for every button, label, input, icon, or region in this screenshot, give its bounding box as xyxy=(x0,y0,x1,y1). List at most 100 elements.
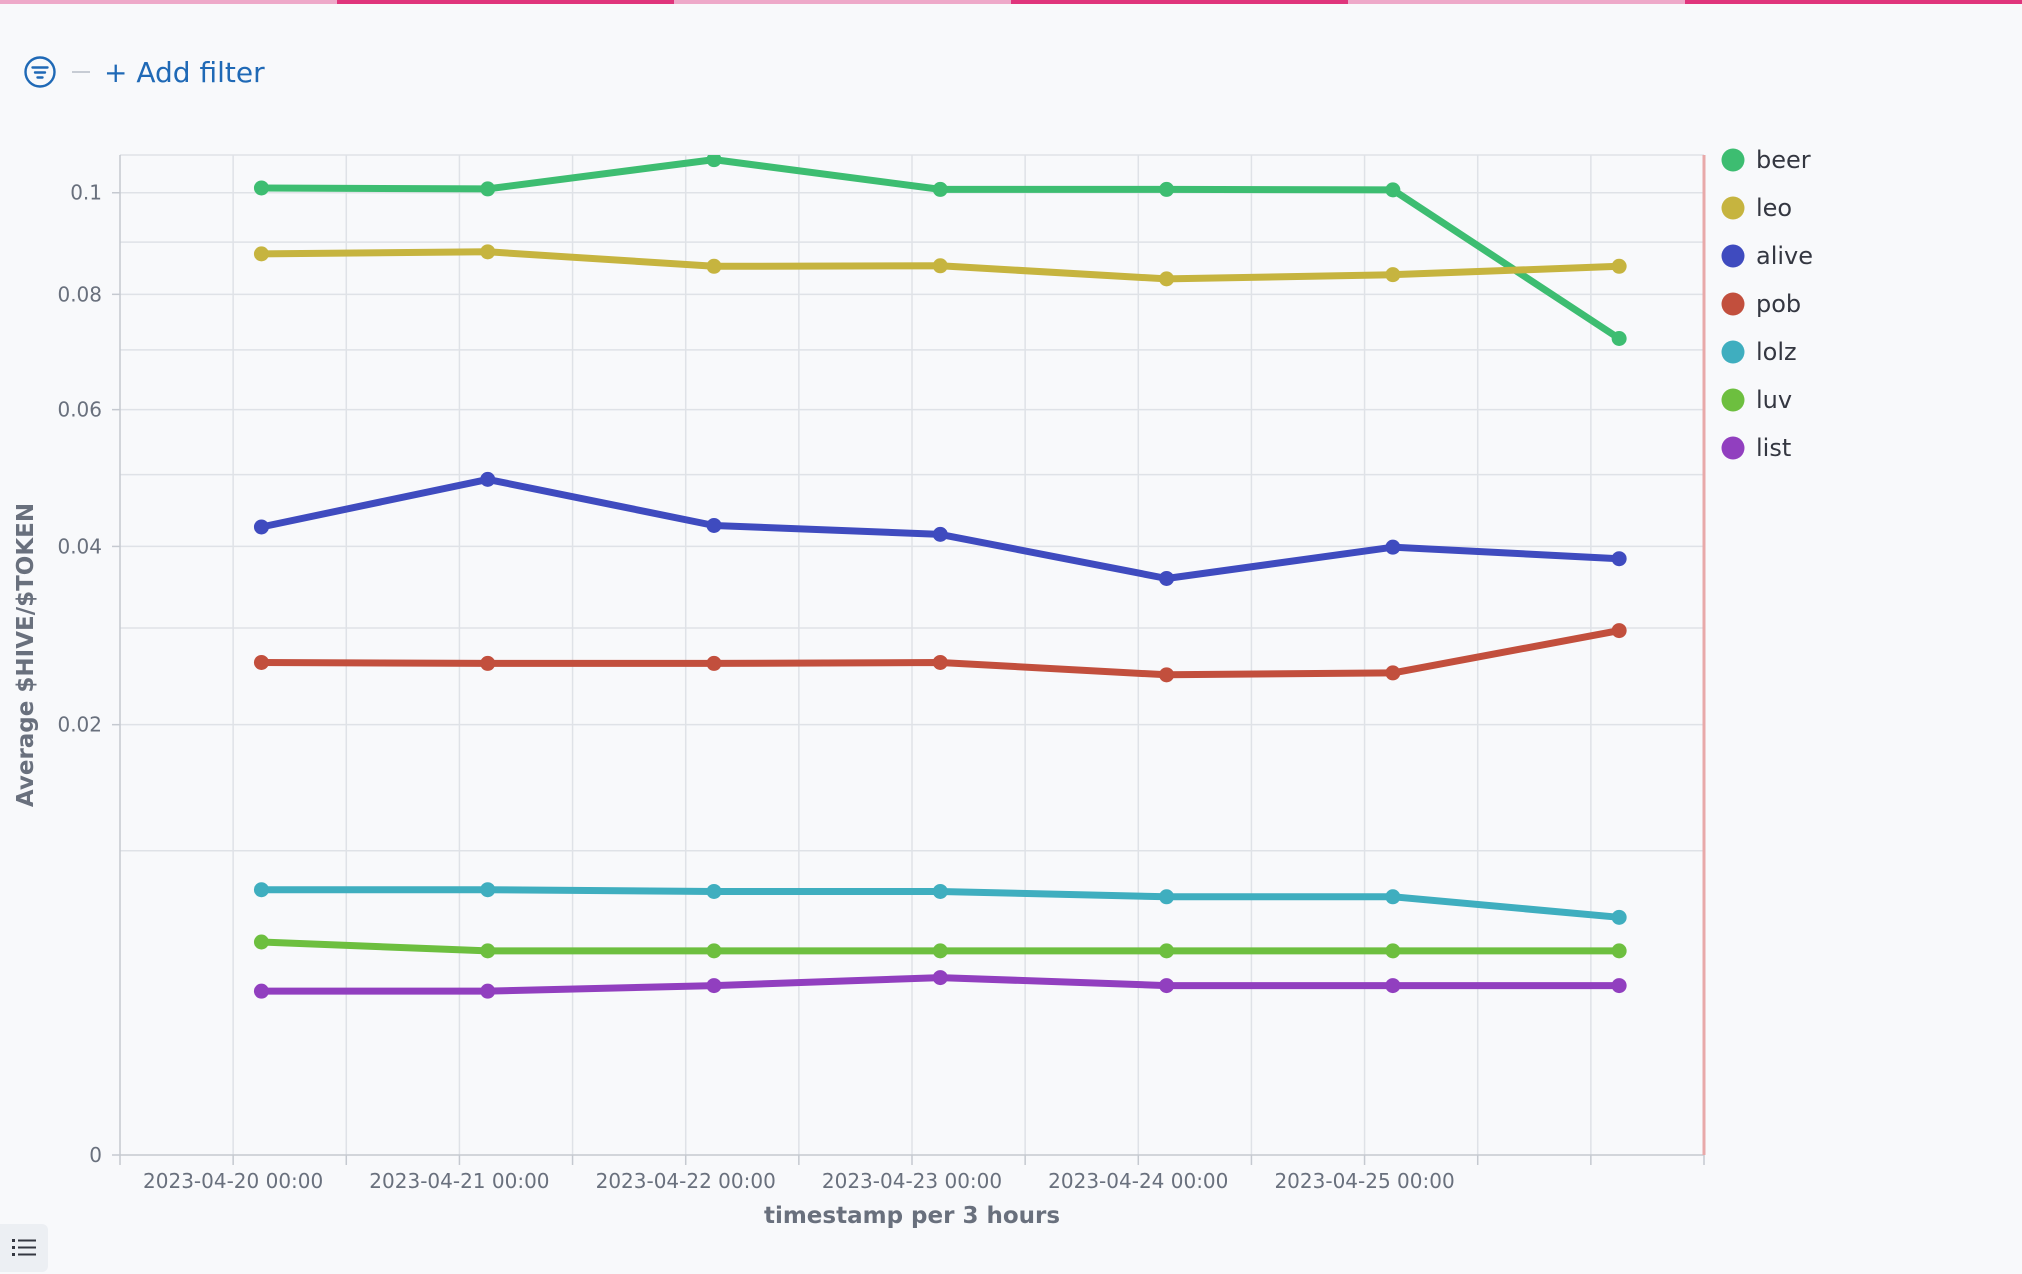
x-axis-title: timestamp per 3 hours xyxy=(764,1203,1060,1229)
y-tick-label: 0.04 xyxy=(57,534,102,558)
x-tick-label: 2023-04-22 00:00 xyxy=(596,1169,776,1193)
filter-bar: + Add filter xyxy=(22,52,265,92)
data-point-luv xyxy=(480,943,496,959)
top-stripe-segment xyxy=(337,0,674,4)
series-lines xyxy=(253,155,1627,999)
legend-label: luv xyxy=(1756,386,1792,414)
data-point-list xyxy=(253,983,269,999)
data-point-lolz xyxy=(253,882,269,898)
y-tick-label: 0 xyxy=(89,1143,102,1167)
data-point-list xyxy=(932,970,948,986)
list-icon[interactable] xyxy=(0,1224,48,1272)
data-point-luv xyxy=(253,934,269,950)
legend-label: leo xyxy=(1756,194,1792,222)
data-point-list xyxy=(1385,978,1401,994)
add-filter-button[interactable]: + Add filter xyxy=(104,55,265,89)
data-point-beer xyxy=(1159,181,1175,197)
legend-label: list xyxy=(1756,434,1791,462)
x-tick-label: 2023-04-23 00:00 xyxy=(822,1169,1002,1193)
legend-item-alive[interactable]: alive xyxy=(1721,242,1814,270)
legend-label: lolz xyxy=(1756,338,1797,366)
legend-item-pob[interactable]: pob xyxy=(1721,290,1802,318)
data-point-pob xyxy=(480,655,496,671)
data-point-beer xyxy=(706,155,722,168)
data-point-leo xyxy=(1385,267,1401,283)
legend: beer leo alive pob lolz luv list xyxy=(1721,146,1814,462)
legend-item-lolz[interactable]: lolz xyxy=(1721,338,1797,366)
legend-item-list[interactable]: list xyxy=(1721,434,1792,462)
top-color-stripe xyxy=(0,0,2022,4)
legend-label: alive xyxy=(1756,242,1813,270)
data-point-lolz xyxy=(1159,889,1175,905)
series-list xyxy=(253,970,1627,999)
data-point-beer xyxy=(480,181,496,197)
data-point-pob xyxy=(1159,667,1175,683)
data-point-beer xyxy=(253,180,269,196)
data-point-beer xyxy=(1385,182,1401,198)
data-point-luv xyxy=(706,943,722,959)
data-point-pob xyxy=(932,654,948,670)
legend-item-beer[interactable]: beer xyxy=(1721,146,1811,174)
x-tick-label: 2023-04-25 00:00 xyxy=(1274,1169,1454,1193)
data-point-pob xyxy=(1385,665,1401,681)
data-point-alive xyxy=(1611,551,1627,567)
series-luv xyxy=(253,934,1627,959)
y-tick-label: 0.02 xyxy=(57,713,102,737)
x-tick-label: 2023-04-20 00:00 xyxy=(143,1169,323,1193)
data-point-alive xyxy=(480,471,496,487)
series-lolz xyxy=(253,882,1627,925)
data-point-pob xyxy=(253,654,269,670)
data-point-lolz xyxy=(1385,889,1401,905)
x-tick-label: 2023-04-24 00:00 xyxy=(1048,1169,1228,1193)
legend-item-leo[interactable]: leo xyxy=(1721,194,1793,222)
data-point-list xyxy=(480,983,496,999)
data-point-lolz xyxy=(932,883,948,899)
data-point-leo xyxy=(1611,258,1627,274)
series-alive xyxy=(253,471,1627,586)
data-point-alive xyxy=(253,519,269,535)
top-stripe-segment xyxy=(0,0,337,4)
data-point-alive xyxy=(706,517,722,533)
data-point-luv xyxy=(932,943,948,959)
data-point-luv xyxy=(1385,943,1401,959)
series-leo xyxy=(253,244,1627,287)
data-point-lolz xyxy=(480,882,496,898)
y-tick-label: 0.06 xyxy=(57,398,102,422)
grid xyxy=(120,154,1704,1155)
data-point-pob xyxy=(706,655,722,671)
data-point-alive xyxy=(1385,539,1401,555)
data-point-leo xyxy=(253,246,269,262)
series-beer xyxy=(253,155,1627,347)
filter-icon[interactable] xyxy=(22,54,58,90)
data-point-leo xyxy=(706,258,722,274)
legend-swatch xyxy=(1721,148,1745,172)
legend-item-luv[interactable]: luv xyxy=(1721,386,1793,414)
top-stripe-segment xyxy=(1685,0,2022,4)
series-pob xyxy=(253,623,1627,683)
data-point-luv xyxy=(1611,943,1627,959)
legend-swatch xyxy=(1721,388,1745,412)
legend-swatch xyxy=(1721,244,1745,268)
data-point-luv xyxy=(1159,943,1175,959)
legend-label: pob xyxy=(1756,290,1801,318)
data-point-pob xyxy=(1611,623,1627,639)
data-point-beer xyxy=(1611,331,1627,347)
data-point-lolz xyxy=(1611,909,1627,925)
legend-swatch xyxy=(1721,292,1745,316)
y-axis-title: Average $HIVE/$TOKEN xyxy=(13,503,39,807)
top-stripe-segment xyxy=(1348,0,1685,4)
data-point-alive xyxy=(932,526,948,542)
x-tick-label: 2023-04-21 00:00 xyxy=(369,1169,549,1193)
data-point-beer xyxy=(932,181,948,197)
y-tick-label: 0.08 xyxy=(57,282,102,306)
data-point-leo xyxy=(932,258,948,274)
data-point-list xyxy=(1611,978,1627,994)
axes: 0.1 0.08 0.06 0.04 0.02 0 2023-04-20 00:00 2023… xyxy=(13,155,1706,1229)
plot-area xyxy=(253,155,1627,999)
legend-swatch xyxy=(1721,436,1745,460)
data-point-list xyxy=(706,978,722,994)
top-stripe-segment xyxy=(1011,0,1348,4)
line-chart: 0.1 0.08 0.06 0.04 0.02 0 2023-04-20 00:00 2023… xyxy=(13,146,1814,1229)
data-point-alive xyxy=(1159,570,1175,586)
data-point-list xyxy=(1159,978,1175,994)
